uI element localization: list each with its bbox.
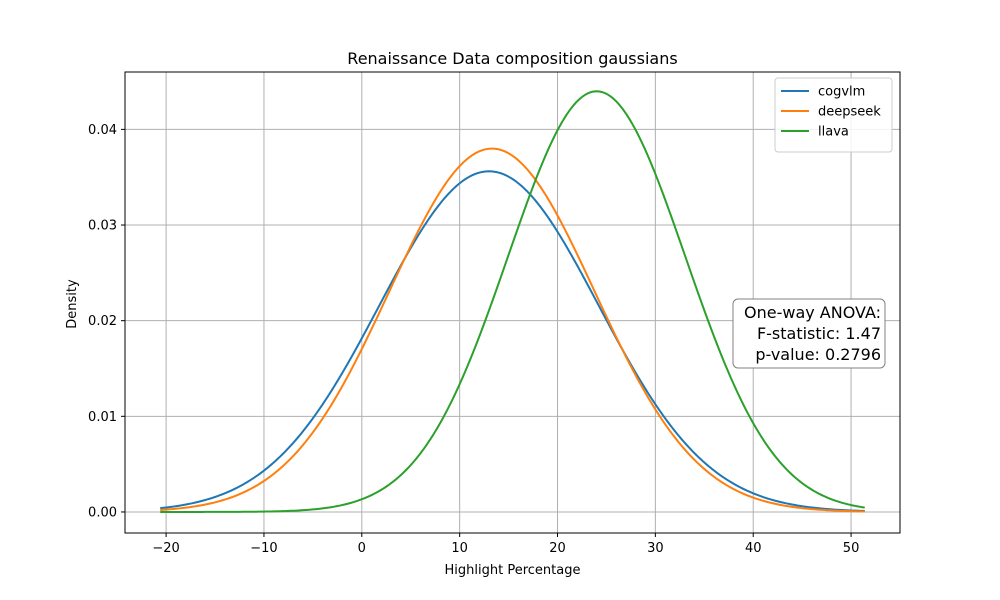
grid bbox=[125, 72, 900, 533]
legend: cogvlm deepseek llava bbox=[774, 77, 893, 153]
x-tick-label: −10 bbox=[250, 541, 277, 556]
legend-label-deepseek: deepseek bbox=[818, 105, 881, 120]
density-curves bbox=[160, 90, 865, 513]
axis-ticks: −20 −10 0 10 20 30 40 50 0.00 0.01 0.02 0.03 0.04 bbox=[88, 123, 859, 556]
x-axis-label: Highlight Percentage bbox=[445, 563, 581, 578]
y-axis-label: Density bbox=[65, 279, 80, 329]
x-tick-label: 10 bbox=[451, 541, 468, 556]
y-tick-label: 0.03 bbox=[88, 219, 117, 234]
x-tick-label: 0 bbox=[358, 541, 366, 556]
legend-label-llava: llava bbox=[818, 125, 849, 140]
anova-line: F-statistic: 1.47 bbox=[757, 324, 881, 343]
x-tick-label: 50 bbox=[843, 541, 860, 556]
y-tick-label: 0.00 bbox=[88, 505, 117, 520]
x-tick-label: 30 bbox=[647, 541, 664, 556]
legend-box bbox=[774, 77, 893, 153]
x-tick-label: −20 bbox=[152, 541, 179, 556]
y-tick-label: 0.02 bbox=[88, 314, 117, 329]
plot-frame bbox=[124, 71, 901, 534]
series-line-cogvlm bbox=[160, 170, 865, 512]
series-line-llava bbox=[160, 90, 865, 513]
y-tick-label: 0.01 bbox=[88, 410, 117, 425]
x-tick-label: 20 bbox=[549, 541, 566, 556]
x-tick-label: 40 bbox=[745, 541, 762, 556]
anova-box bbox=[732, 298, 886, 369]
legend-label-cogvlm: cogvlm bbox=[818, 85, 865, 100]
anova-line: One-way ANOVA: bbox=[744, 303, 881, 322]
series-line-deepseek bbox=[160, 147, 865, 513]
chart-title: Renaissance Data composition gaussians bbox=[347, 49, 677, 68]
anova-annotation: One-way ANOVA: F-statistic: 1.47 p-value: … bbox=[732, 298, 886, 369]
y-tick-label: 0.04 bbox=[88, 123, 117, 138]
anova-line: p-value: 0.2796 bbox=[755, 345, 881, 364]
